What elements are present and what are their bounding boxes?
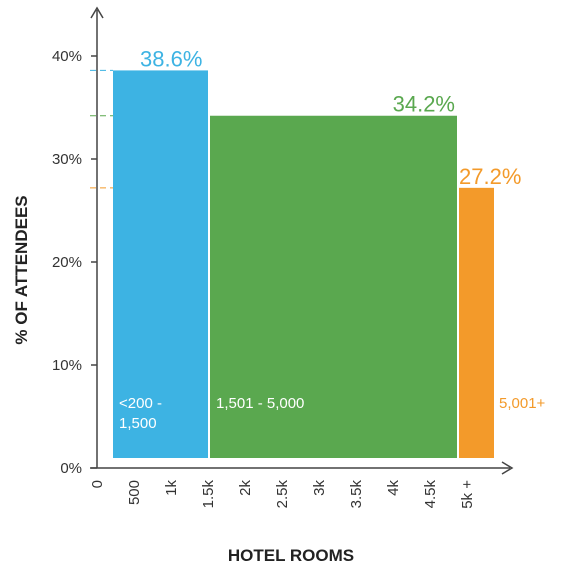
- x-axis-title: HOTEL ROOMS: [228, 546, 354, 565]
- y-tick-label: 20%: [52, 254, 82, 271]
- x-ticks: 0 500 1k 1.5k 2k 2.5k 3k 3.5k 4k 4.5k 5k +: [89, 480, 476, 509]
- x-tick-label: 5k +: [459, 480, 476, 509]
- bar-category-label: 5,001+: [499, 395, 546, 412]
- y-axis-arrow: [90, 6, 104, 19]
- x-tick-label: 500: [126, 480, 143, 505]
- x-tick-label: 4.5k: [422, 480, 439, 509]
- x-tick-label: 4k: [385, 480, 402, 496]
- x-tick-label: 2.5k: [274, 480, 291, 509]
- bar-value-label: 38.6%: [140, 46, 202, 71]
- bar-category-label: 1,501 - 5,000: [216, 395, 304, 412]
- x-tick-label: 1k: [163, 480, 180, 496]
- axes: [90, 6, 514, 475]
- x-tick-label: 0: [89, 480, 106, 488]
- y-tick-label: 30%: [52, 151, 82, 168]
- y-tick-label: 10%: [52, 357, 82, 374]
- bar-3: [459, 187, 494, 458]
- bars: [113, 70, 494, 459]
- bar-labels: 38.6% <200 - 1,500 34.2% 1,501 - 5,000 27.2% 5…: [119, 46, 546, 432]
- x-tick-label: 3.5k: [348, 480, 365, 509]
- y-axis-title: % OF ATTENDEES: [12, 195, 31, 344]
- x-tick-label: 1.5k: [200, 480, 217, 509]
- y-ticks: 0% 10% 20% 30% 40%: [52, 48, 97, 477]
- bar-1: [113, 70, 208, 459]
- y-tick-label: 0%: [60, 460, 82, 477]
- bar-2: [210, 115, 457, 459]
- x-tick-label: 3k: [311, 480, 328, 496]
- bar-category-label: <200 -: [119, 395, 162, 412]
- x-tick-label: 2k: [237, 480, 254, 496]
- bar-value-label: 34.2%: [393, 92, 455, 117]
- bar-value-label: 27.2%: [459, 164, 521, 189]
- y-tick-label: 40%: [52, 48, 82, 65]
- x-axis-arrow: [501, 461, 514, 475]
- bar-category-label: 1,500: [119, 415, 157, 432]
